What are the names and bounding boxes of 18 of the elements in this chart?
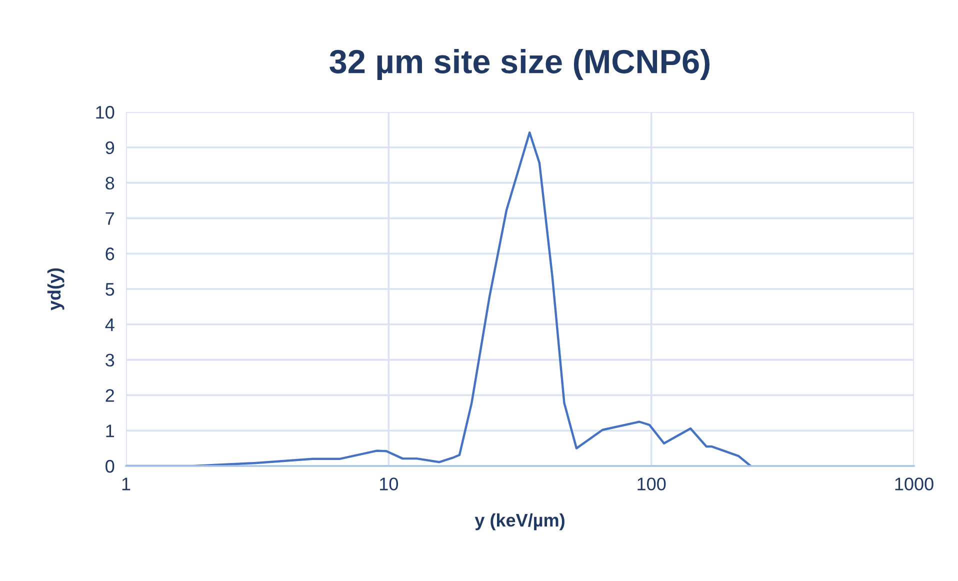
y-tick-label: 5 — [106, 283, 114, 296]
y-tick-label: 3 — [106, 354, 114, 367]
y-tick-label: 6 — [106, 248, 114, 260]
y-tick-label: 0 — [106, 460, 114, 473]
y-tick-label: 4 — [105, 318, 114, 331]
y-tick-label: 2 — [106, 389, 114, 402]
y-tick-label: 10 — [96, 106, 114, 119]
y-axis-title: yd(y) — [47, 268, 64, 310]
chart-title: 32 µm site size (MCNP6) — [330, 48, 710, 80]
x-tick-label: 1 — [122, 478, 130, 490]
x-tick-label: 1000 — [895, 478, 934, 490]
y-tick-label: 8 — [106, 176, 114, 190]
y-tick-label: 9 — [106, 141, 114, 154]
x-tick-label: 100 — [638, 478, 666, 490]
y-tick-label: 1 — [106, 424, 114, 438]
x-tick-label: 10 — [380, 478, 398, 490]
x-axis-title: y (keV/µm) — [474, 513, 564, 530]
y-tick-label: 7 — [106, 212, 114, 225]
